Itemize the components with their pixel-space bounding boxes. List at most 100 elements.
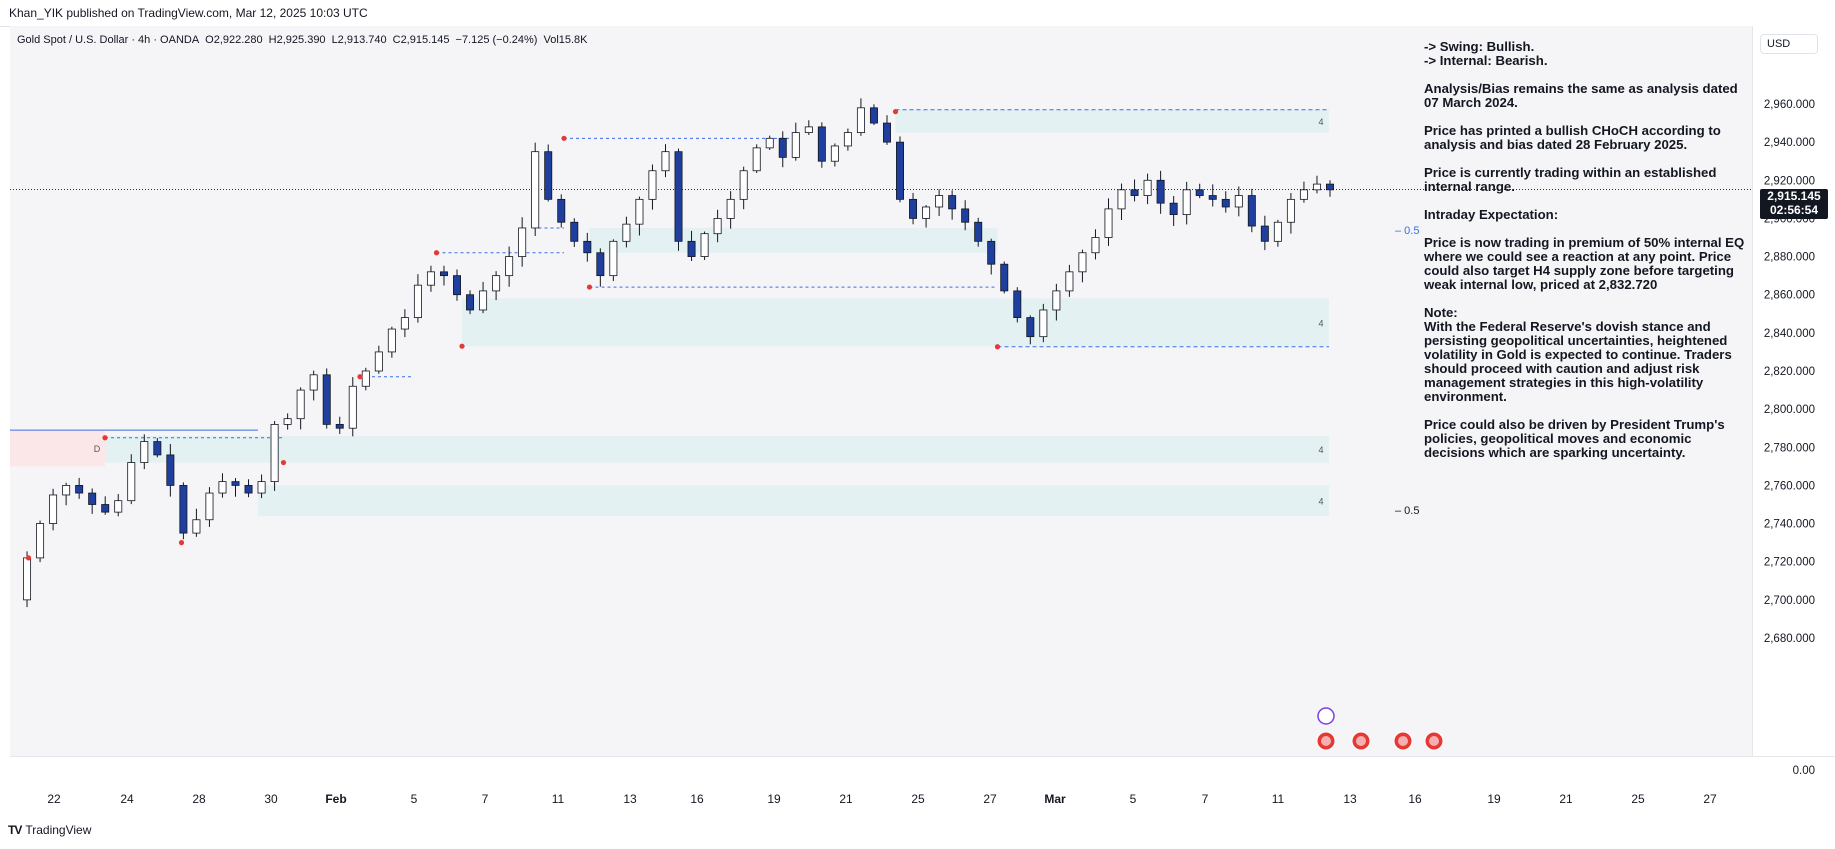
time-tick-label: 25 xyxy=(1631,792,1645,806)
zone-demand xyxy=(258,485,1329,516)
annotation-paragraph: Intraday Expectation: xyxy=(1424,207,1559,222)
candle-bullish xyxy=(935,195,944,208)
candle-bullish xyxy=(426,271,435,286)
candle-bullish xyxy=(830,145,839,162)
candle-bearish xyxy=(1247,195,1256,227)
tradingview-brand: TradingView xyxy=(25,823,92,837)
candle-bullish xyxy=(1091,237,1100,254)
candle-bearish xyxy=(687,240,696,257)
price-tick-label: 2,940.000 xyxy=(1764,137,1815,149)
candle-bullish xyxy=(791,132,800,158)
price-tick-label: 2,680.000 xyxy=(1764,633,1815,645)
time-tick-label: 19 xyxy=(1487,792,1501,806)
candle-bearish xyxy=(335,423,344,429)
candle-bearish xyxy=(1169,202,1178,216)
candle-bearish xyxy=(869,107,878,124)
candle-bullish xyxy=(843,132,852,147)
candle-bullish xyxy=(348,385,357,429)
time-tick-label: Mar xyxy=(1044,792,1066,806)
annotation-paragraph: Price has printed a bullish CHoCH accord… xyxy=(1424,123,1721,152)
candle-bearish xyxy=(557,198,566,223)
price-tick-label: 0.00 xyxy=(1793,765,1815,777)
candle-bearish xyxy=(596,252,605,277)
time-axis[interactable] xyxy=(10,756,1835,797)
candle-bearish xyxy=(778,137,787,158)
pivot-low-marker xyxy=(25,555,32,561)
price-tick-label: 2,840.000 xyxy=(1764,328,1815,340)
annotation-paragraph: Price is currently trading within an est… xyxy=(1424,165,1717,194)
us-flag-event-icon xyxy=(1429,736,1439,746)
candle-bearish xyxy=(1013,290,1022,318)
candle-bullish xyxy=(205,492,214,521)
candle-bearish xyxy=(544,151,553,200)
candle-bearish xyxy=(1000,263,1009,292)
time-tick-label: 21 xyxy=(839,792,853,806)
candle-bearish xyxy=(674,151,683,242)
time-tick-label: 5 xyxy=(411,792,418,806)
bar-countdown: 02:56:54 xyxy=(1769,203,1819,217)
publish-info: Khan_YIK published on TradingView.com, M… xyxy=(9,6,368,20)
candle-bearish xyxy=(322,374,331,425)
zone-label: 4 xyxy=(1318,497,1323,507)
ohlc-high: H2,925.390 xyxy=(268,34,326,46)
candle-bullish xyxy=(1078,252,1087,273)
candle-bullish xyxy=(1234,195,1243,208)
price-tick-label: 2,720.000 xyxy=(1764,557,1815,569)
candle-bullish xyxy=(1052,290,1061,311)
candle-bullish xyxy=(413,284,422,318)
price-tick-label: 2,700.000 xyxy=(1764,595,1815,607)
symbol-name[interactable]: Gold Spot / U.S. Dollar · 4h · OANDA xyxy=(17,34,200,46)
annotation-paragraph: Analysis/Bias remains the same as analys… xyxy=(1424,81,1738,110)
price-change: −7.125 (−0.24%) xyxy=(455,34,538,46)
candle-bearish xyxy=(1026,317,1035,338)
candle-bearish xyxy=(948,195,957,210)
candle-bullish xyxy=(1312,183,1321,191)
eq-label: – 0.5 xyxy=(1395,505,1419,517)
zone-label: 4 xyxy=(1318,445,1323,455)
candle-bearish xyxy=(987,240,996,265)
time-tick-label: 11 xyxy=(552,792,565,806)
candle-bullish xyxy=(739,170,748,200)
candle-bullish xyxy=(283,418,292,425)
time-tick-label: 25 xyxy=(911,792,925,806)
candle-bearish xyxy=(153,441,162,456)
candle-bullish xyxy=(492,275,501,292)
candle-bullish xyxy=(922,206,931,219)
time-tick-label: 19 xyxy=(767,792,781,806)
price-tick-label: 2,880.000 xyxy=(1764,252,1815,264)
candle-bullish xyxy=(505,256,514,277)
candle-bearish xyxy=(896,141,905,200)
candle-bearish xyxy=(974,221,983,242)
candle-bearish xyxy=(244,485,253,494)
time-tick-label: 21 xyxy=(1559,792,1573,806)
candle-bullish xyxy=(1299,189,1308,200)
annotation-paragraph: Price could also be driven by President … xyxy=(1424,417,1725,460)
footer-brand[interactable]: TV TradingView xyxy=(8,823,91,837)
time-tick-label: 13 xyxy=(623,792,637,806)
candle-bearish xyxy=(453,275,461,296)
eq-label: – 0.5 xyxy=(1395,225,1419,237)
zone-daily-supply xyxy=(10,430,105,467)
candle-bullish xyxy=(713,218,722,235)
candle-bullish xyxy=(1065,271,1074,292)
time-tick-label: 7 xyxy=(1202,792,1209,806)
currency-button[interactable]: USD xyxy=(1760,34,1818,54)
candle-bullish xyxy=(1104,208,1113,238)
candle-bearish xyxy=(1326,183,1334,191)
candle-bearish xyxy=(1260,225,1269,242)
zone-demand xyxy=(462,298,1329,347)
pivot-low-marker xyxy=(459,343,465,349)
time-tick-label: Feb xyxy=(325,792,346,806)
price-tick-label: 2,960.000 xyxy=(1764,99,1815,111)
pivot-low-marker xyxy=(178,540,185,546)
candle-bearish xyxy=(1156,179,1165,204)
candle-bullish xyxy=(23,557,32,601)
time-tick-label: 22 xyxy=(47,792,61,806)
analysis-text: -> Swing: Bullish. -> Internal: Bearish.… xyxy=(1424,40,1754,474)
price-tick-label: 2,860.000 xyxy=(1764,290,1815,302)
candle-bullish xyxy=(661,151,670,172)
candle-bearish xyxy=(231,481,240,486)
price-axis[interactable] xyxy=(1752,26,1835,756)
candle-bullish xyxy=(1143,179,1152,196)
